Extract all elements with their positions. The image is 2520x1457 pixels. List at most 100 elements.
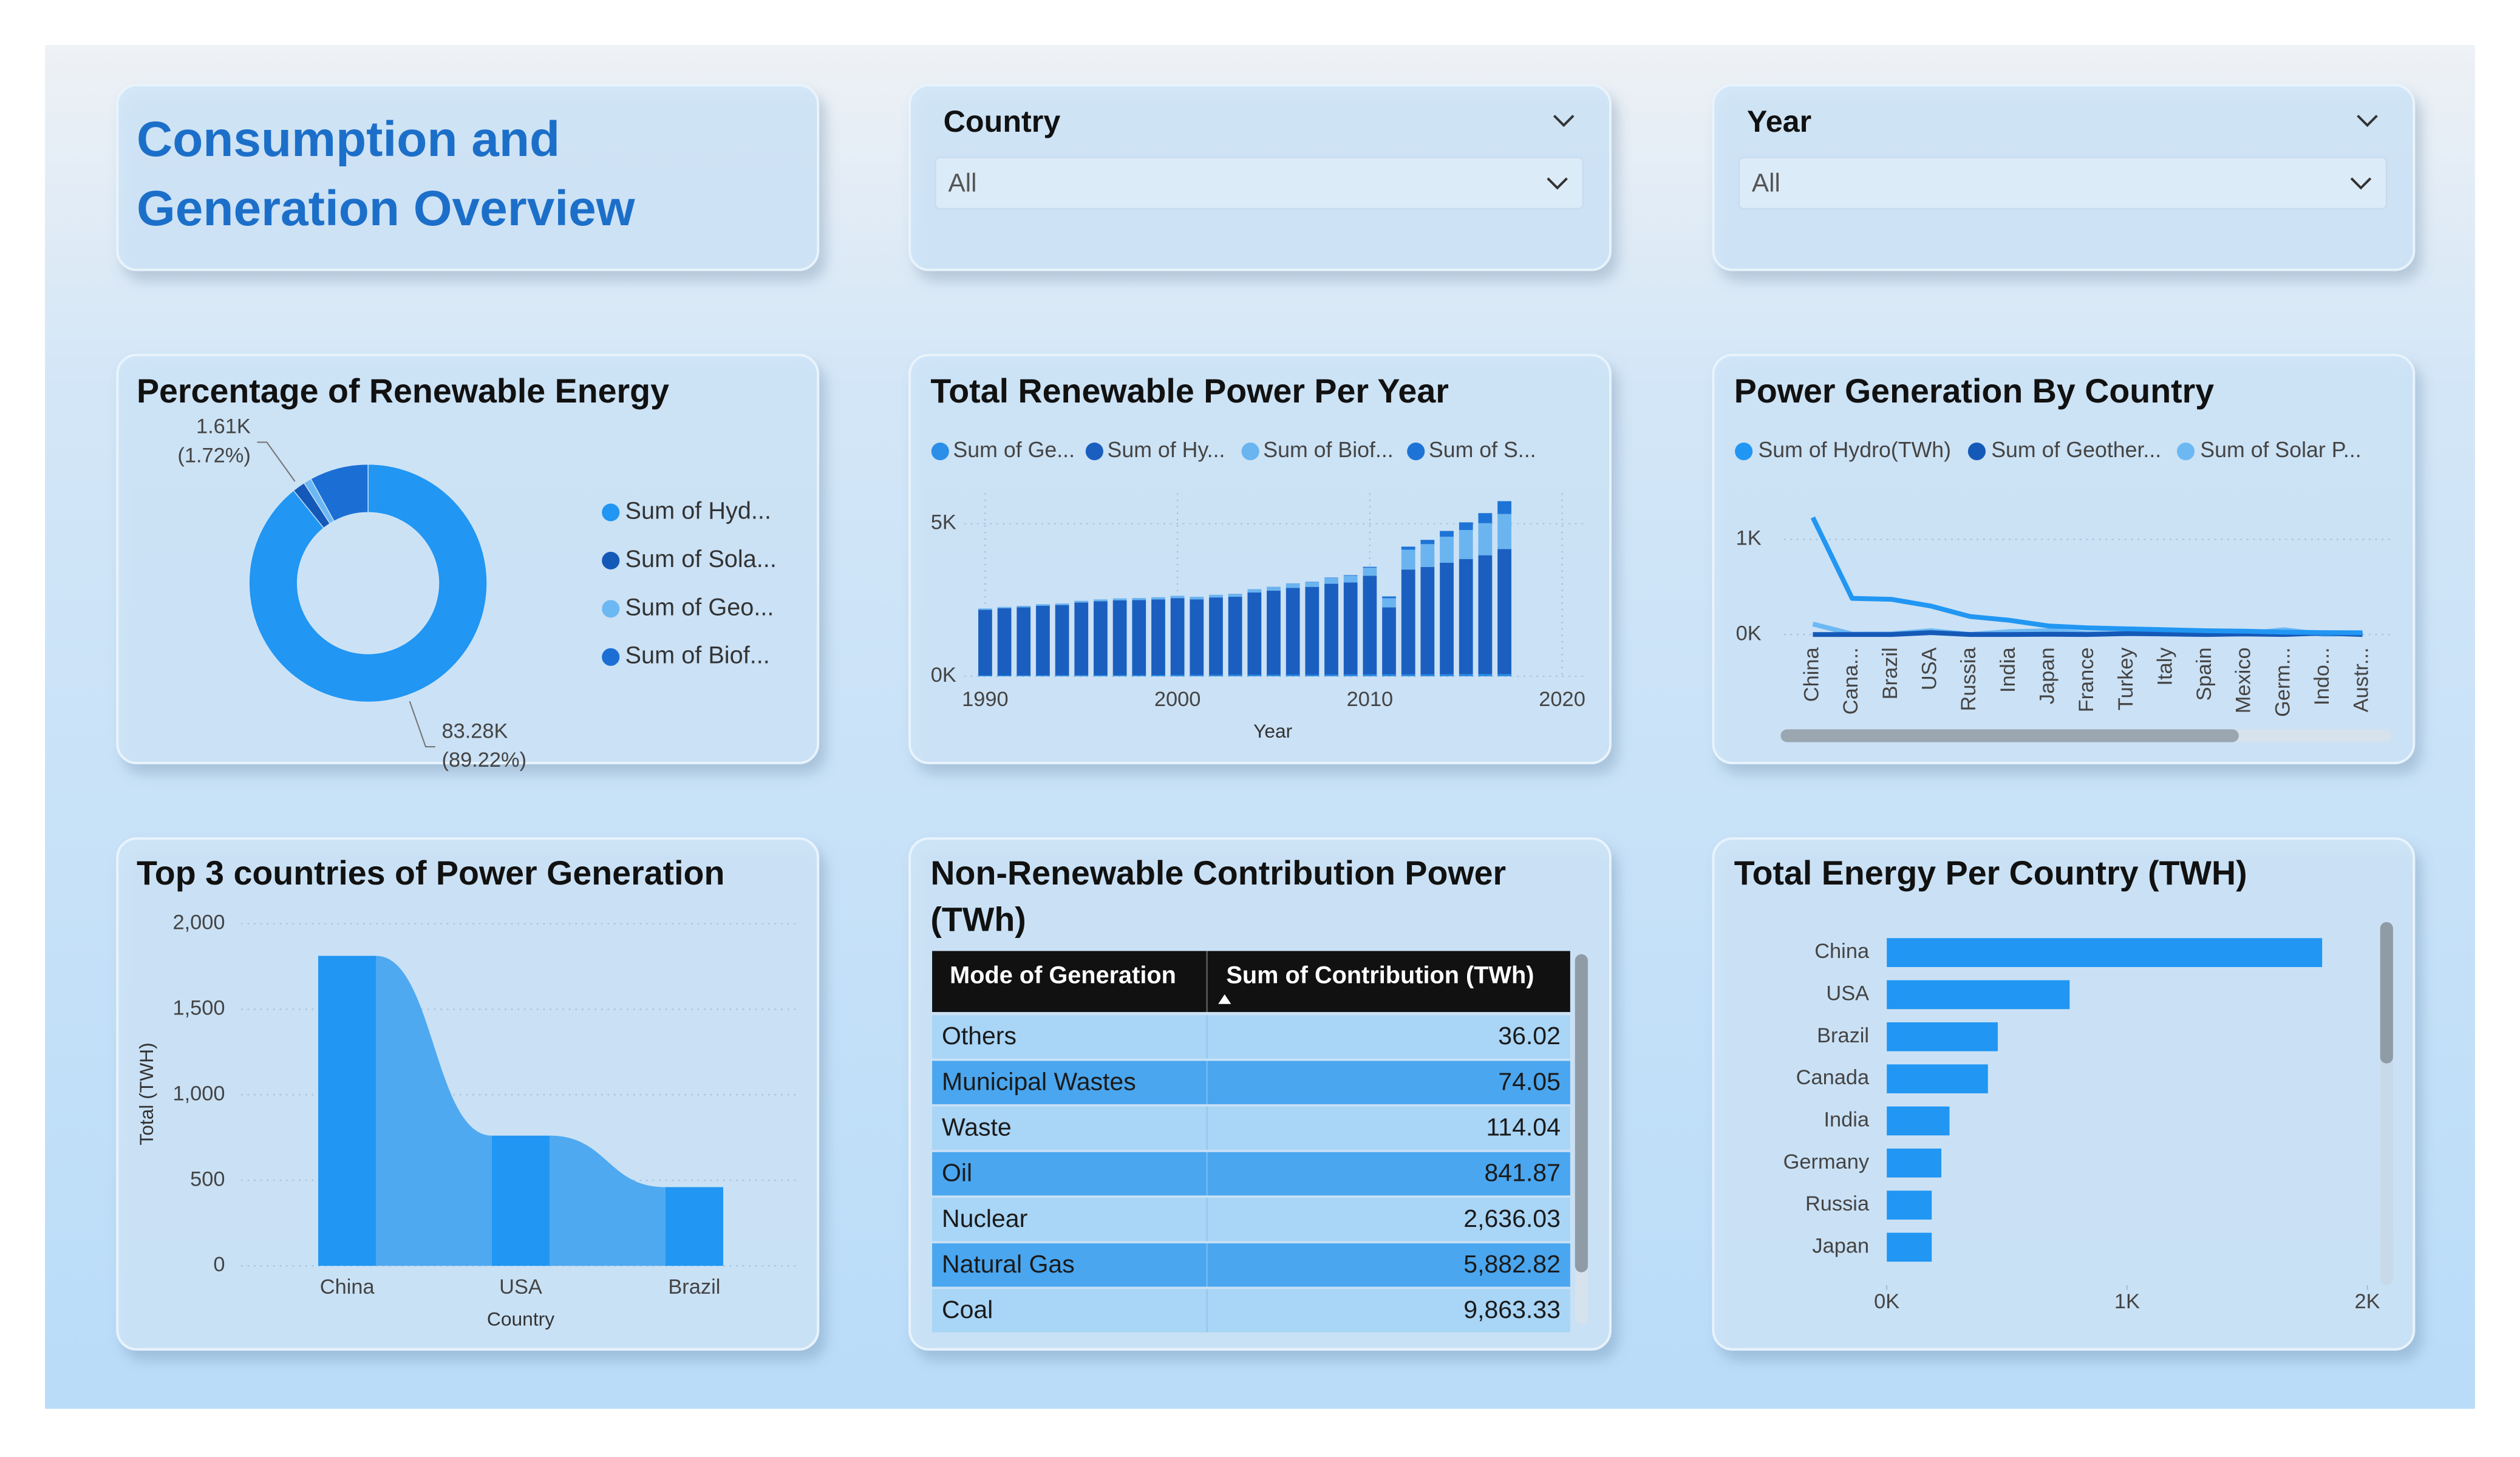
bar <box>1887 1064 1988 1093</box>
bar-segment <box>1151 597 1165 600</box>
scrollbar-thumb[interactable] <box>1780 729 2239 742</box>
bar-segment <box>1497 674 1511 677</box>
data-label: 1.61K <box>196 415 251 438</box>
bar-segment <box>1055 675 1069 677</box>
card-title: Power Generation By Country <box>1734 372 2215 410</box>
bar-segment <box>1343 582 1358 675</box>
bar <box>318 956 376 1266</box>
bar-segment <box>1305 674 1320 677</box>
bar-segment <box>1132 598 1146 600</box>
line-series <box>1810 516 2363 636</box>
bar-segment <box>1132 600 1146 676</box>
y-tick-label: Russia <box>1805 1192 1870 1215</box>
slicer-dropdown[interactable] <box>1738 156 2388 210</box>
y-tick-label: 500 <box>190 1167 225 1190</box>
bar <box>1887 1148 1942 1178</box>
y-tick-label: 2,000 <box>172 911 225 934</box>
x-tick-label: France <box>2075 647 2098 712</box>
scrollbar-thumb[interactable] <box>2380 922 2393 1064</box>
bar-segment <box>1363 576 1377 675</box>
slicer-value[interactable]: All <box>1752 168 1780 197</box>
legend-marker <box>602 503 620 521</box>
x-tick-label: China <box>1800 647 1824 702</box>
card-title: Percentage of Renewable Energy <box>137 372 669 410</box>
slicer-value[interactable]: All <box>948 168 977 197</box>
x-tick-label: 2010 <box>1347 688 1394 711</box>
y-tick-label: 0K <box>931 664 956 687</box>
bar-segment <box>1382 598 1396 608</box>
bar-segment <box>1247 592 1262 675</box>
bar-segment <box>997 606 1012 608</box>
bar-segment <box>1382 607 1396 675</box>
y-tick-label: 1,000 <box>172 1082 225 1105</box>
bar-segment <box>997 608 1012 676</box>
card-title: Non-Renewable Contribution Power <box>930 854 1506 892</box>
dashboard-title: Generation Overview <box>137 181 635 236</box>
x-tick-label: Mexico <box>2232 647 2255 713</box>
bar-segment <box>1497 501 1511 514</box>
bar-segment <box>1382 674 1396 677</box>
line-series <box>1813 630 2363 637</box>
bar-segment <box>1112 598 1127 600</box>
bar-segment <box>1267 674 1281 677</box>
bar-segment <box>1055 605 1069 676</box>
legend-label: Sum of Sola... <box>625 546 777 572</box>
x-tick-label: 1990 <box>962 688 1009 711</box>
bar-segment <box>1132 675 1146 677</box>
bar-segment <box>1190 674 1204 677</box>
x-tick-label: 2K <box>2355 1290 2380 1313</box>
bar-segment <box>1036 605 1050 676</box>
bar-segment <box>1055 603 1069 605</box>
x-tick-label: India <box>1997 647 2020 693</box>
column-header[interactable]: Sum of Contribution (TWh) <box>1226 962 1534 988</box>
y-tick-label: Brazil <box>1817 1024 1869 1047</box>
bar-segment <box>1170 596 1185 599</box>
y-axis-title: Total (TWH) <box>135 1042 157 1145</box>
bar-segment <box>1363 566 1377 568</box>
bar-segment <box>1459 559 1473 674</box>
bar-segment <box>1286 674 1300 677</box>
bar-segment <box>1324 583 1338 675</box>
legend-marker <box>1085 442 1103 461</box>
donut-slice <box>248 464 488 702</box>
bar-segment <box>1401 546 1415 550</box>
bar <box>1887 1232 1932 1262</box>
bar-segment <box>1267 586 1281 591</box>
legend-marker <box>602 600 620 618</box>
legend-marker <box>931 442 949 461</box>
card-title: (TWh) <box>930 901 1026 939</box>
leader-line <box>409 701 435 748</box>
bar-segment <box>1017 607 1031 676</box>
legend-label: Sum of Biof... <box>625 642 770 669</box>
table-row <box>932 1061 1570 1104</box>
x-tick-label: China <box>320 1275 375 1299</box>
data-label: (89.22%) <box>442 749 527 772</box>
bar-segment <box>1401 674 1415 677</box>
table-cell: Oil <box>942 1159 972 1187</box>
chevron-icon <box>2357 115 2378 127</box>
bar-segment <box>1440 674 1454 677</box>
table-row <box>932 1289 1570 1333</box>
y-tick-label: 0K <box>1736 622 1762 645</box>
slicer-dropdown[interactable] <box>935 156 1584 210</box>
table-cell: 9,863.33 <box>1463 1296 1561 1323</box>
table-row <box>932 1243 1570 1287</box>
bar-segment <box>1170 598 1185 675</box>
column-header[interactable]: Mode of Generation <box>950 962 1176 988</box>
ribbon <box>376 956 492 1266</box>
data-label: 83.28K <box>442 719 508 742</box>
bar-segment <box>1363 568 1377 576</box>
bar-segment <box>997 675 1012 677</box>
table-header <box>932 951 1570 1013</box>
bar-segment <box>1074 600 1089 603</box>
bar-segment <box>1343 674 1358 677</box>
bar-segment <box>1440 562 1454 674</box>
bar-segment <box>1324 674 1338 677</box>
scrollbar-thumb[interactable] <box>1575 954 1588 1272</box>
bar-segment <box>978 675 992 677</box>
bar-segment <box>1247 674 1262 677</box>
bar-segment <box>1151 674 1165 677</box>
bar-segment <box>1478 555 1493 674</box>
bar <box>1887 938 2323 967</box>
